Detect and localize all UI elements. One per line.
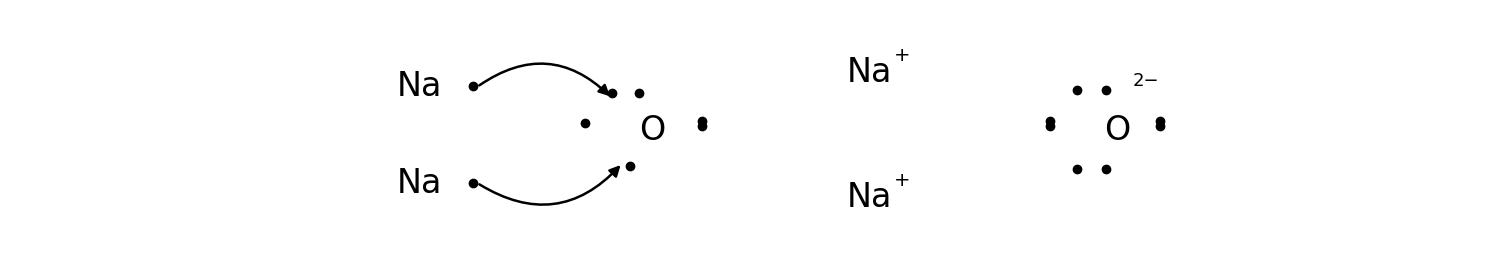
Text: +: +	[894, 171, 910, 190]
Text: O: O	[1104, 114, 1131, 148]
Text: +: +	[894, 46, 910, 64]
Text: Na: Na	[847, 181, 892, 214]
Text: Na: Na	[398, 167, 442, 200]
Text: O: O	[639, 114, 666, 148]
Text: Na: Na	[398, 70, 442, 103]
Text: 2−: 2−	[1132, 72, 1160, 90]
Text: Na: Na	[847, 56, 892, 89]
